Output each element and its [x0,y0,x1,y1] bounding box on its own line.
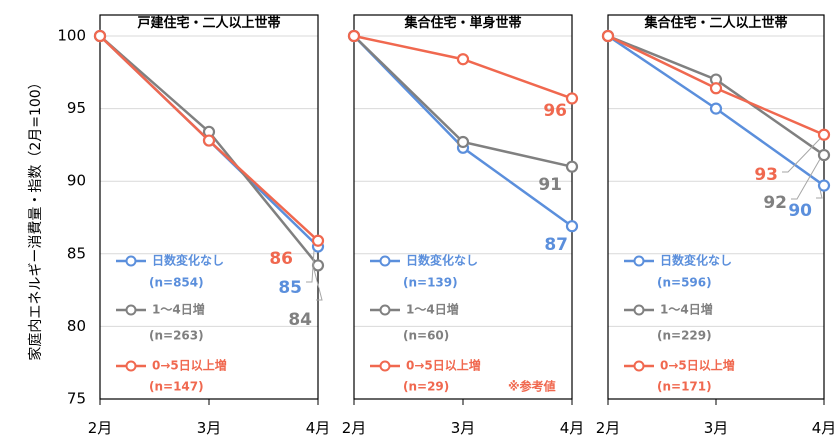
data-point [311,259,325,272]
legend-marker [379,304,391,316]
panel-title: 集合住宅・二人以上世帯 [643,15,787,31]
end-value-label: 85 [278,278,302,298]
data-point [565,160,579,173]
legend-marker [379,360,391,372]
leader-line [816,189,823,199]
end-value-label: 92 [763,193,787,213]
legend-marker [125,255,137,267]
legend-count: (n=147) [149,380,204,394]
legend-note: ※参考値 [508,379,556,394]
data-point [456,53,470,66]
data-point [817,179,831,192]
panel-title: 戸建住宅・二人以上世帯 [137,15,280,31]
x-tick-label: 2月 [596,419,621,437]
legend-marker [633,304,645,316]
data-point [709,102,723,115]
legend-label: 0→5日以上増 [660,358,735,373]
series-line [99,35,319,267]
y-tick-label: 85 [67,244,86,262]
legend-label: 0→5日以上増 [406,358,481,373]
end-value-label: 86 [269,249,293,269]
end-value-label: 91 [538,175,562,195]
data-point [347,29,361,43]
legend-marker [379,255,391,267]
data-point [601,29,615,43]
data-point [565,92,579,105]
x-tick-label: 3月 [704,419,729,437]
legend-label: 日数変化なし [406,253,478,268]
leader-line [782,138,821,173]
y-tick-label: 100 [57,27,86,45]
legend-marker [125,360,137,372]
x-tick-label: 2月 [88,419,113,437]
legend-count: (n=139) [403,276,458,290]
leader-line [313,269,323,301]
x-tick-label: 3月 [451,419,476,437]
data-point [565,220,579,233]
y-tick-label: 80 [67,317,86,335]
legend-count: (n=60) [403,329,449,343]
data-point [311,234,325,247]
end-value-label: 84 [288,310,312,330]
panel-frame [353,14,573,400]
legend-count: (n=171) [657,380,712,394]
data-point [817,128,831,141]
legend-count: (n=854) [149,276,204,290]
end-value-label: 96 [543,101,567,121]
x-tick-label: 4月 [560,419,585,437]
legend-marker [633,255,645,267]
end-value-label: 87 [544,235,568,255]
legend-label: 0→5日以上増 [152,358,227,373]
legend-label: 1～4日増 [406,302,459,317]
x-tick-label: 2月 [342,419,367,437]
leader-line [306,250,315,283]
y-tick-label: 75 [67,390,86,408]
legend-count: (n=596) [657,276,712,290]
legend-marker [633,360,645,372]
leader-line [791,158,821,200]
data-point [202,134,216,147]
legend-label: 日数変化なし [152,253,224,268]
series-line [607,34,825,157]
data-point [93,29,107,43]
x-tick-label: 4月 [306,419,331,437]
end-value-label: 93 [754,165,778,185]
y-tick-label: 95 [67,99,86,117]
panel-frame [99,14,319,400]
y-axis-label: 家庭内エネルギー消費量・指数（2月=100） [27,75,44,360]
panel-title: 集合住宅・単身世帯 [403,15,521,31]
x-tick-label: 3月 [197,419,222,437]
data-point [456,135,470,149]
legend-count: (n=229) [657,329,712,343]
end-value-label: 90 [788,201,812,221]
legend-count: (n=29) [403,380,449,394]
legend-marker [125,304,137,316]
x-tick-label: 4月 [812,419,837,437]
legend-label: 1～4日増 [152,302,205,317]
y-tick-label: 90 [67,172,86,190]
data-point [709,82,723,95]
legend-label: 日数変化なし [660,253,732,268]
legend-count: (n=263) [149,329,204,343]
legend-label: 1～4日増 [660,302,713,317]
data-point [817,148,831,162]
